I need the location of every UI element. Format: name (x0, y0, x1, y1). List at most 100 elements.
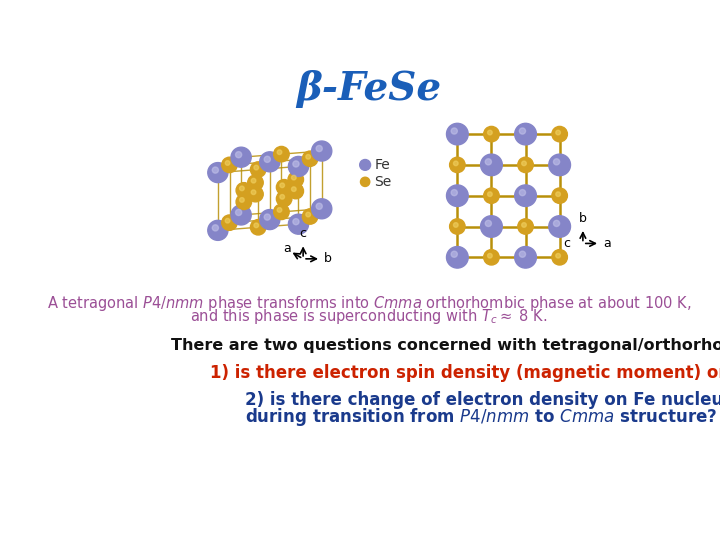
Text: b: b (579, 212, 587, 225)
Circle shape (231, 205, 251, 225)
Circle shape (446, 185, 468, 206)
Circle shape (277, 208, 282, 212)
Text: b: b (324, 252, 332, 265)
Circle shape (274, 204, 289, 220)
Circle shape (280, 183, 284, 187)
Circle shape (454, 161, 458, 166)
Circle shape (289, 214, 309, 234)
Circle shape (451, 251, 457, 257)
Circle shape (293, 219, 299, 225)
Circle shape (360, 159, 371, 170)
Circle shape (212, 225, 218, 231)
Circle shape (260, 152, 280, 172)
Circle shape (208, 220, 228, 240)
Circle shape (235, 210, 242, 215)
Circle shape (251, 190, 256, 194)
Text: a: a (603, 237, 611, 250)
Circle shape (316, 145, 323, 152)
Circle shape (449, 157, 465, 173)
Circle shape (451, 128, 457, 134)
Circle shape (518, 157, 534, 173)
Circle shape (212, 167, 218, 173)
Circle shape (446, 247, 468, 268)
Circle shape (518, 219, 534, 234)
Circle shape (522, 222, 526, 227)
Text: Fe: Fe (374, 158, 390, 172)
Circle shape (208, 163, 228, 183)
Circle shape (254, 165, 258, 170)
Text: c: c (300, 227, 307, 240)
Text: β-FeSe: β-FeSe (297, 70, 441, 109)
Circle shape (480, 154, 503, 176)
Circle shape (251, 162, 266, 177)
Circle shape (484, 126, 499, 142)
Circle shape (549, 215, 570, 237)
Circle shape (276, 191, 292, 206)
Circle shape (446, 123, 468, 145)
Circle shape (274, 146, 289, 162)
Circle shape (248, 186, 264, 202)
Circle shape (485, 220, 492, 226)
Circle shape (306, 154, 310, 159)
Circle shape (451, 190, 457, 195)
Circle shape (519, 128, 526, 134)
Text: 2) is there change of electron density on Fe nucleus: 2) is there change of electron density o… (245, 391, 720, 409)
Circle shape (260, 210, 280, 230)
Circle shape (288, 172, 304, 187)
Circle shape (292, 187, 296, 192)
Circle shape (515, 185, 536, 206)
Text: a: a (283, 241, 291, 254)
Circle shape (449, 219, 465, 234)
Text: There are two questions concerned with tetragonal/orthorhombic FeSe:: There are two questions concerned with t… (171, 339, 720, 353)
Circle shape (549, 154, 570, 176)
Circle shape (484, 188, 499, 204)
Circle shape (292, 176, 296, 180)
Circle shape (222, 157, 238, 173)
Circle shape (361, 177, 370, 186)
Circle shape (556, 130, 560, 135)
Circle shape (487, 253, 492, 258)
Circle shape (248, 175, 264, 190)
Circle shape (276, 179, 292, 195)
Circle shape (251, 220, 266, 235)
Circle shape (480, 215, 503, 237)
Circle shape (289, 157, 309, 177)
Circle shape (519, 190, 526, 195)
Circle shape (515, 247, 536, 268)
Circle shape (231, 147, 251, 167)
Circle shape (554, 159, 559, 165)
Text: 1) is there electron spin density (magnetic moment) on Fe?: 1) is there electron spin density (magne… (210, 364, 720, 382)
Circle shape (240, 186, 244, 191)
Circle shape (236, 183, 251, 198)
Circle shape (264, 214, 271, 220)
Circle shape (519, 251, 526, 257)
Circle shape (487, 130, 492, 135)
Circle shape (277, 150, 282, 154)
Circle shape (515, 123, 536, 145)
Circle shape (251, 178, 256, 183)
Text: Se: Se (374, 175, 392, 189)
Circle shape (293, 161, 299, 167)
Circle shape (225, 218, 230, 223)
Circle shape (240, 198, 244, 202)
Circle shape (264, 156, 271, 163)
Circle shape (312, 199, 332, 219)
Circle shape (316, 203, 323, 210)
Circle shape (288, 184, 304, 199)
Circle shape (222, 215, 238, 231)
Circle shape (484, 249, 499, 265)
Text: c: c (564, 237, 570, 250)
Circle shape (552, 126, 567, 142)
Circle shape (235, 152, 242, 158)
Text: A tetragonal $P4/nmm$ phase transforms into $Cmma$ orthorhombic phase at about 1: A tetragonal $P4/nmm$ phase transforms i… (47, 294, 691, 313)
Circle shape (552, 188, 567, 204)
Circle shape (454, 222, 458, 227)
Circle shape (556, 192, 560, 197)
Circle shape (280, 194, 284, 199)
Text: and this phase is superconducting with $T_c \approx$ 8 K.: and this phase is superconducting with $… (190, 307, 548, 326)
Circle shape (556, 253, 560, 258)
Circle shape (487, 192, 492, 197)
Circle shape (312, 141, 332, 161)
Circle shape (522, 161, 526, 166)
Circle shape (485, 159, 492, 165)
